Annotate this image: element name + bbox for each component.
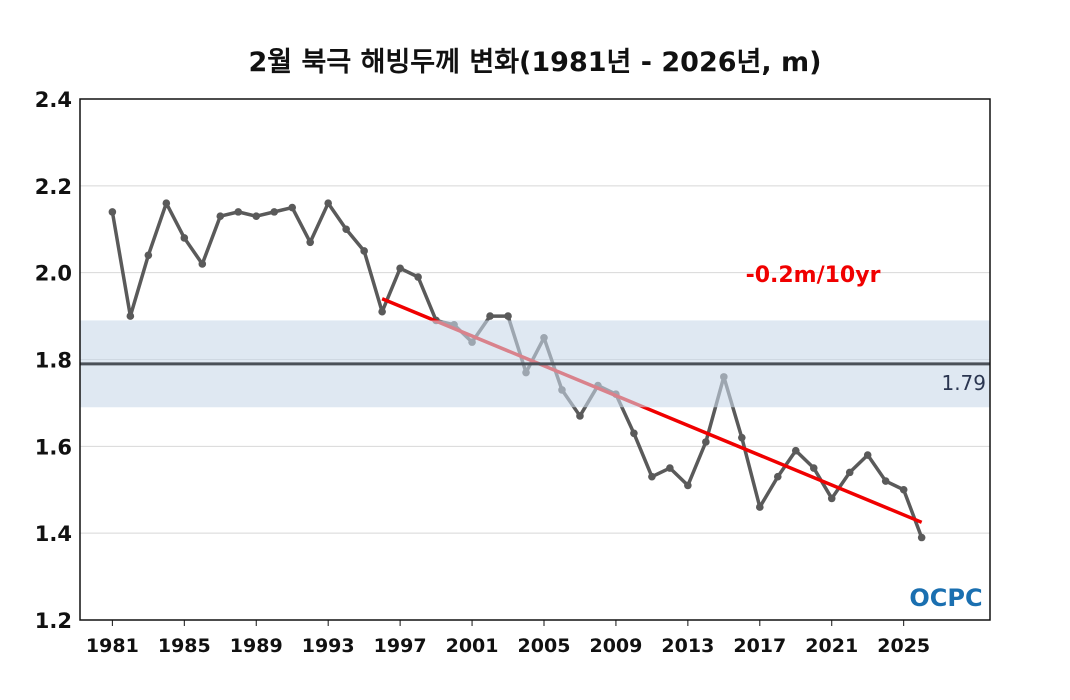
y-tick-label: 1.4 <box>35 522 72 546</box>
data-point <box>666 464 674 472</box>
data-point <box>863 451 872 459</box>
ocpc-logo: OCPC <box>909 584 982 612</box>
x-tick-label: 2017 <box>733 635 786 657</box>
x-tick-label: 1993 <box>302 635 355 657</box>
x-tick-label: 2005 <box>518 635 571 657</box>
x-tick-label: 1989 <box>230 635 283 657</box>
data-point <box>576 412 584 420</box>
data-point <box>756 503 764 511</box>
x-tick-label: 2013 <box>661 635 714 657</box>
data-point <box>378 307 386 316</box>
data-point <box>899 485 908 494</box>
data-point <box>917 533 926 542</box>
chart-title: 2월 북극 해빙두께 변화(1981년 - 2026년, m) <box>248 47 822 78</box>
data-point <box>648 472 656 481</box>
data-point <box>108 208 117 216</box>
y-tick-label: 1.6 <box>35 435 72 459</box>
data-point <box>144 251 153 260</box>
data-point <box>324 199 332 207</box>
x-tick-label: 2021 <box>805 635 858 657</box>
data-point <box>270 208 279 216</box>
data-point <box>845 468 854 477</box>
y-tick-label: 1.2 <box>35 609 72 633</box>
data-point <box>306 238 314 247</box>
mean-label: 1.79 <box>941 371 986 395</box>
data-point <box>360 247 368 255</box>
data-point <box>252 212 261 221</box>
x-tick-label: 1997 <box>374 635 427 657</box>
data-point <box>126 312 135 320</box>
data-point <box>791 446 800 455</box>
x-tick-label: 2009 <box>589 635 642 657</box>
x-tick-label: 1985 <box>158 635 211 657</box>
data-point <box>216 212 225 221</box>
y-tick-label: 2.0 <box>35 262 72 286</box>
data-point <box>414 273 422 281</box>
data-point <box>881 477 890 485</box>
trend-label: -0.2m/10yr <box>746 263 881 288</box>
x-tick-label: 2025 <box>877 635 930 657</box>
data-point <box>288 203 297 212</box>
y-tick-label: 2.4 <box>35 88 72 112</box>
y-tick-label: 1.8 <box>35 349 72 373</box>
data-point <box>809 464 818 472</box>
data-point <box>234 208 243 216</box>
data-point <box>684 481 692 490</box>
data-point <box>702 438 710 446</box>
y-tick-label: 2.2 <box>35 175 72 199</box>
data-point <box>486 312 494 320</box>
x-tick-label: 1981 <box>86 635 139 657</box>
data-point <box>396 264 404 273</box>
data-point <box>827 494 836 503</box>
data-point <box>180 234 189 242</box>
data-point <box>198 260 207 268</box>
plot-frame <box>79 98 991 621</box>
data-point <box>504 312 512 320</box>
data-point <box>630 429 638 438</box>
data-point <box>773 472 782 481</box>
x-tick-label: 2001 <box>446 635 499 657</box>
data-point <box>738 433 746 442</box>
data-point <box>342 225 350 234</box>
data-point <box>162 199 171 207</box>
